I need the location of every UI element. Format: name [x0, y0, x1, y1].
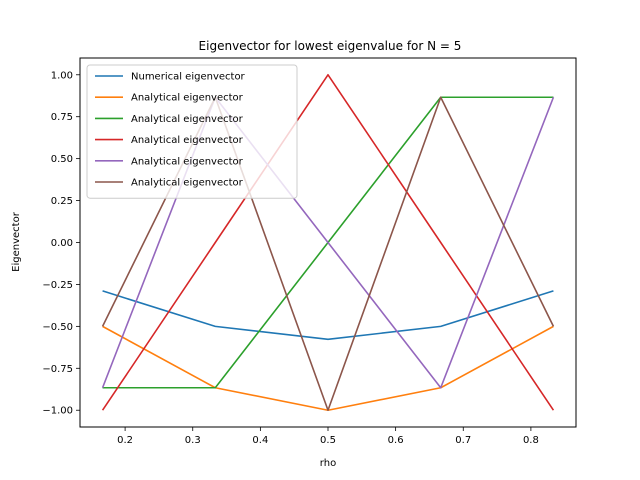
legend-entry: Analytical eigenvector	[131, 135, 244, 146]
legend-box	[86, 64, 298, 199]
chart-title: Eigenvector for lowest eigenvalue for N …	[199, 39, 462, 53]
x-axis-ticks: 0.2 0.3 0.4 0.5 0.6 0.7 0.8	[117, 427, 539, 446]
x-tick-label: 0.8	[523, 435, 539, 446]
legend-entry: Analytical eigenvector	[131, 114, 244, 125]
y-tick-label: 0.50	[51, 154, 73, 165]
x-tick-label: 0.2	[117, 435, 133, 446]
legend-entry: Numerical eigenvector	[131, 72, 246, 83]
y-tick-label: −0.75	[42, 364, 73, 375]
series-line-1	[102, 290, 554, 341]
y-axis-ticks: −1.00 −0.75 −0.50 −0.25 0.00 0.25 0.50 0.75 1.00	[42, 70, 80, 417]
y-axis-label: Eigenvector	[11, 211, 22, 272]
y-tick-label: 0.00	[51, 238, 73, 249]
y-tick-label: −1.00	[42, 406, 73, 417]
legend-entry: Analytical eigenvector	[131, 178, 244, 189]
x-tick-label: 0.6	[388, 435, 404, 446]
x-tick-label: 0.3	[185, 435, 201, 446]
legend-entry: Analytical eigenvector	[131, 156, 244, 167]
legend-entry: Analytical eigenvector	[131, 93, 244, 104]
y-tick-label: −0.50	[42, 322, 73, 333]
y-tick-label: −0.25	[42, 280, 73, 291]
series-line-4	[101, 73, 555, 411]
x-tick-label: 0.4	[252, 435, 268, 446]
x-tick-label: 0.7	[455, 435, 471, 446]
y-tick-label: 0.75	[51, 112, 73, 123]
plot-frame	[79, 57, 577, 428]
legend: Numerical eigenvector Analytical eigenvec…	[86, 64, 298, 199]
y-tick-label: 0.25	[51, 196, 73, 207]
x-tick-label: 0.5	[320, 435, 336, 446]
x-axis-label: rho	[320, 458, 336, 469]
y-tick-label: 1.00	[51, 70, 73, 81]
